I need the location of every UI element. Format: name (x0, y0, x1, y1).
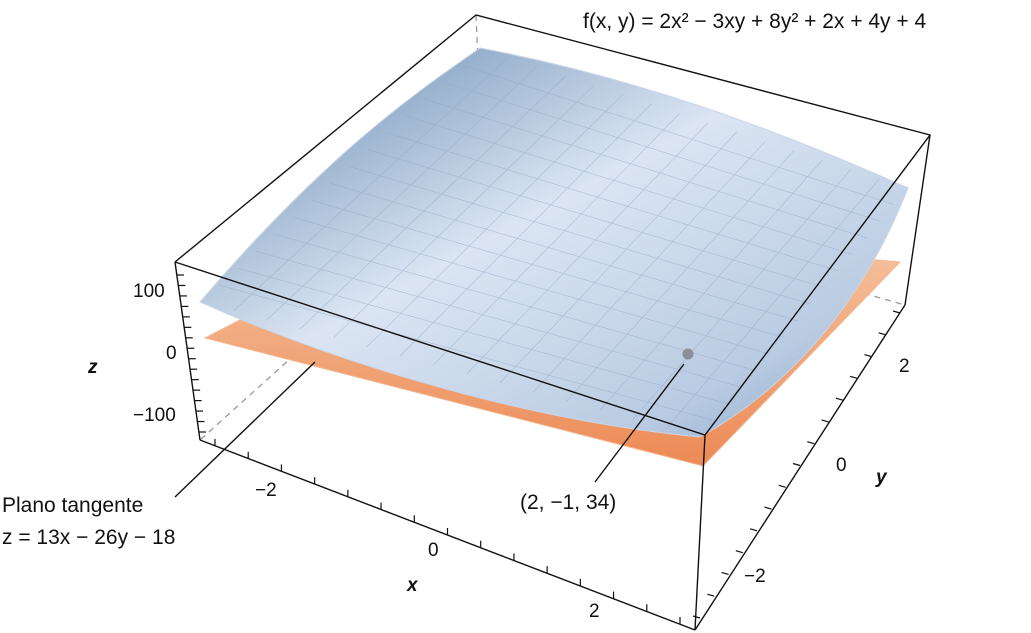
y-tick (764, 506, 772, 510)
chart-title: f(x, y) = 2x² − 3xy + 8y² + 2x + 4y + 4 (583, 10, 927, 33)
mesh-line (266, 66, 538, 321)
tangent-point (682, 348, 694, 360)
mesh-line (255, 250, 742, 388)
point-label: (2, −1, 34) (520, 491, 617, 514)
y-tick (721, 571, 729, 576)
tangent-plane-equation: z = 13x − 26y − 18 (2, 526, 176, 549)
mesh-line (386, 132, 839, 272)
y-tick (707, 593, 715, 597)
x-tick-label: 2 (589, 601, 600, 622)
y-tick (735, 550, 744, 554)
z-tick-label: −100 (133, 405, 176, 426)
z-tick-label: 100 (133, 281, 165, 302)
mesh-line (349, 166, 812, 305)
x-tick-label: 0 (428, 540, 439, 561)
z-axis-label: z (88, 357, 98, 378)
mesh-line (433, 113, 680, 366)
y-tick (835, 397, 844, 401)
y-tick (692, 615, 701, 619)
y-tick (864, 353, 872, 358)
mesh-line (237, 267, 728, 405)
plane-leader-line (174, 361, 316, 498)
y-tick (778, 484, 786, 488)
mesh-line (423, 98, 867, 239)
axis-ticks (177, 274, 901, 624)
mesh-line (366, 94, 623, 348)
y-tick (892, 310, 901, 314)
y-tick (821, 419, 829, 423)
mesh-line (367, 149, 825, 288)
mesh-line (499, 131, 738, 384)
y-tick (849, 375, 858, 379)
y-tick-label: 2 (899, 356, 910, 377)
mesh-line (330, 183, 798, 322)
mesh-line (311, 200, 784, 338)
mesh-line (666, 178, 880, 429)
y-tick (878, 332, 886, 336)
mesh-line (599, 159, 823, 411)
mesh-line (633, 169, 852, 420)
mesh-line (405, 115, 853, 255)
mesh-line (566, 150, 795, 402)
tangent-plane-label: Plano tangente (2, 494, 144, 517)
y-axis-label: y (876, 467, 887, 488)
z-tick-label: 0 (166, 343, 177, 364)
mesh-line (533, 141, 766, 393)
mesh-line (299, 75, 566, 330)
mesh-line (461, 64, 895, 205)
y-tick (807, 441, 815, 445)
mesh-line (233, 57, 509, 312)
function-surface (199, 47, 909, 438)
mesh-line (218, 284, 714, 421)
mesh-line (442, 81, 881, 222)
y-tick-label: −2 (744, 566, 766, 587)
y-tick (792, 462, 801, 467)
y-tick-label: 0 (836, 455, 847, 476)
mesh-line (293, 217, 770, 355)
mesh-line (399, 103, 652, 357)
mesh-line (274, 233, 756, 371)
surface-mesh (218, 57, 895, 429)
point-leader-line (594, 363, 685, 483)
mesh-line (333, 85, 595, 339)
y-tick (749, 528, 758, 532)
x-tick-label: −2 (255, 480, 277, 501)
mesh-line (466, 122, 709, 375)
x-axis-label: x (407, 575, 418, 596)
